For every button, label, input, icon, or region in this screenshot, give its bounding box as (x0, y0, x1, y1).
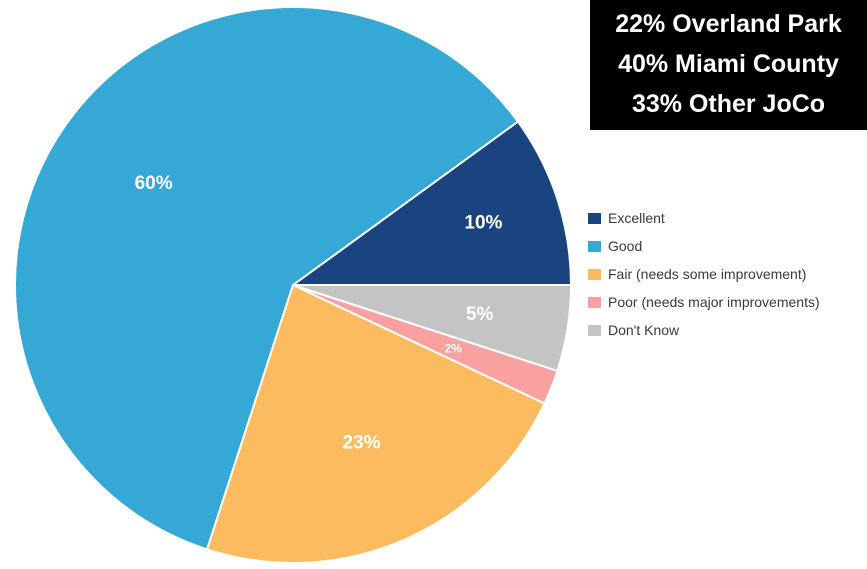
respondent-location-callout: 22% Overland Park 40% Miami County 33% O… (590, 0, 867, 130)
legend-swatch (588, 212, 601, 224)
legend-label: Fair (needs some improvement) (608, 266, 807, 282)
legend-item-fair-needs-some-improvement: Fair (needs some improvement) (588, 260, 820, 288)
chart-legend: Excellent Good Fair (needs some improvemen… (588, 204, 820, 344)
legend-item-don-t-know: Don't Know (588, 316, 820, 344)
pie-slice-excellent (289, 120, 573, 286)
data-label-excellent: 10% (464, 213, 502, 234)
data-label-don-t-know: 5% (466, 304, 494, 325)
pie-slice-don-t-know (292, 284, 573, 373)
legend-swatch (588, 268, 601, 280)
data-label-good: 60% (135, 173, 173, 194)
legend-swatch (588, 296, 601, 308)
data-label-poor-needs-major-improvements: 2% (445, 341, 463, 355)
legend-label: Excellent (608, 210, 665, 226)
legend-label: Poor (needs major improvements) (608, 294, 820, 310)
callout-line-other-joco: 33% Other JoCo (631, 90, 826, 118)
callout-line-miami-county: 40% Miami County (618, 50, 839, 78)
legend-label: Don't Know (608, 322, 680, 338)
callout-line-overland-park: 22% Overland Park (615, 10, 842, 38)
legend-swatch (588, 240, 601, 252)
legend-label: Good (608, 238, 643, 254)
legend-item-excellent: Excellent (588, 204, 820, 232)
data-label-fair-needs-some-improvement: 23% (342, 433, 380, 454)
legend-swatch (588, 324, 601, 336)
legend-item-poor-needs-major-improvements: Poor (needs major improvements) (588, 288, 820, 316)
pie-slice-fair-needs-some-improvement (205, 283, 546, 564)
pie-slice-good (14, 5, 520, 551)
legend-item-good: Good (588, 232, 820, 260)
